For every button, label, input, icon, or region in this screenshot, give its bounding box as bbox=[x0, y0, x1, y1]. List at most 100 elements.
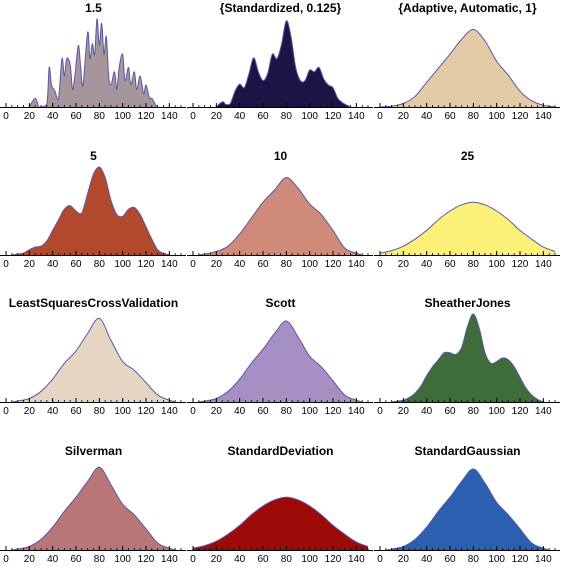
x-tick-label: 120 bbox=[512, 406, 529, 417]
density-curve bbox=[11, 466, 176, 550]
x-tick-label: 80 bbox=[468, 406, 480, 417]
x-tick-label: 40 bbox=[47, 406, 59, 417]
x-tick-label: 120 bbox=[138, 406, 155, 417]
x-tick-label: 100 bbox=[114, 259, 131, 270]
panel-title: {Adaptive, Automatic, 1} bbox=[398, 1, 537, 15]
x-tick-label: 140 bbox=[348, 111, 365, 122]
x-tick-label: 60 bbox=[257, 111, 269, 122]
x-tick-label: 120 bbox=[138, 554, 155, 565]
density-panel: StandardGaussian 0 20 40 60 80 100 120 140 bbox=[374, 443, 561, 585]
panel-title: StandardGaussian bbox=[414, 443, 521, 458]
x-tick-label: 0 bbox=[377, 406, 383, 417]
panel-title: Silverman bbox=[64, 443, 123, 458]
panel-title: 1.5 bbox=[85, 1, 102, 15]
density-plot: 0 20 40 60 80 100 120 140 bbox=[0, 165, 186, 270]
density-area bbox=[391, 313, 544, 402]
x-tick-label: 20 bbox=[24, 406, 36, 417]
x-tick-label: 60 bbox=[257, 406, 269, 417]
x-tick-label: 100 bbox=[301, 406, 318, 417]
density-panel: {Adaptive, Automatic, 1} 0 20 40 60 80 100 120 1… bbox=[374, 0, 561, 142]
density-panel: Scott 0 20 40 60 80 100 120 140 bbox=[187, 295, 374, 437]
density-area bbox=[11, 166, 170, 255]
x-tick-label: 140 bbox=[161, 111, 178, 122]
x-tick-label: 80 bbox=[281, 406, 293, 417]
x-tick-label: 140 bbox=[348, 554, 365, 565]
density-curve bbox=[11, 317, 176, 403]
x-tick-label: 120 bbox=[325, 406, 342, 417]
x-tick-label: 40 bbox=[421, 554, 433, 565]
density-area bbox=[198, 321, 363, 402]
x-tick-label: 80 bbox=[94, 406, 106, 417]
panel-title: 25 bbox=[460, 148, 475, 163]
x-tick-label: 100 bbox=[488, 406, 505, 417]
panel-title: LeastSquaresCrossValidation bbox=[8, 296, 179, 310]
x-tick-label: 40 bbox=[234, 259, 246, 270]
density-plot: 0 20 40 60 80 100 120 140 bbox=[374, 29, 560, 122]
density-plot: 0 20 40 60 80 100 120 140 bbox=[374, 468, 560, 565]
density-panel: LeastSquaresCrossValidation 0 20 40 60 80 100 1… bbox=[0, 295, 187, 437]
x-tick-label: 60 bbox=[444, 554, 456, 565]
x-tick-label: 60 bbox=[444, 259, 456, 270]
x-tick-label: 120 bbox=[138, 111, 155, 122]
panel-title: SheatherJones bbox=[424, 296, 511, 310]
density-plot: 0 20 40 60 80 100 120 140 bbox=[187, 496, 373, 565]
x-tick-label: 60 bbox=[70, 111, 82, 122]
x-tick-label: 80 bbox=[281, 111, 293, 122]
density-curve bbox=[198, 320, 363, 403]
x-tick-label: 40 bbox=[47, 259, 59, 270]
x-tick-label: 20 bbox=[211, 259, 223, 270]
density-area bbox=[11, 466, 176, 550]
density-area bbox=[193, 496, 368, 550]
x-tick-label: 140 bbox=[535, 111, 552, 122]
x-tick-label: 120 bbox=[512, 259, 529, 270]
x-tick-label: 20 bbox=[398, 111, 410, 122]
density-curve bbox=[11, 165, 170, 255]
density-panel: 25 0 20 40 60 80 100 120 140 bbox=[374, 148, 561, 290]
x-tick-label: 140 bbox=[535, 259, 552, 270]
x-tick-label: 140 bbox=[348, 406, 365, 417]
x-tick-label: 20 bbox=[211, 406, 223, 417]
x-tick-label: 60 bbox=[70, 554, 82, 565]
x-tick-label: 40 bbox=[234, 111, 246, 122]
x-tick-label: 140 bbox=[161, 259, 178, 270]
x-tick-label: 40 bbox=[47, 554, 59, 565]
density-panel: StandardDeviation 0 20 40 60 80 100 120 140 bbox=[187, 443, 374, 585]
x-tick-label: 80 bbox=[94, 111, 106, 122]
x-tick-label: 80 bbox=[468, 111, 480, 122]
x-tick-label: 40 bbox=[234, 406, 246, 417]
density-curve bbox=[215, 20, 351, 108]
x-tick-label: 0 bbox=[377, 259, 383, 270]
panel-title: 5 bbox=[90, 148, 97, 163]
x-tick-label: 100 bbox=[301, 259, 318, 270]
density-plot: 0 20 40 60 80 100 120 140 bbox=[374, 201, 560, 270]
x-tick-label: 40 bbox=[47, 111, 59, 122]
x-tick-label: 80 bbox=[468, 554, 480, 565]
x-tick-label: 20 bbox=[398, 554, 410, 565]
x-tick-label: 120 bbox=[325, 259, 342, 270]
x-tick-label: 20 bbox=[24, 259, 36, 270]
x-tick-label: 80 bbox=[468, 259, 480, 270]
x-tick-label: 140 bbox=[535, 406, 552, 417]
x-tick-label: 20 bbox=[211, 111, 223, 122]
x-tick-label: 100 bbox=[114, 111, 131, 122]
density-area bbox=[385, 468, 550, 550]
density-plot: 0 20 40 60 80 100 120 140 bbox=[187, 176, 373, 270]
x-tick-label: 80 bbox=[94, 554, 106, 565]
x-tick-label: 20 bbox=[398, 259, 410, 270]
x-tick-label: 100 bbox=[301, 111, 318, 122]
x-tick-label: 80 bbox=[281, 554, 293, 565]
x-tick-label: 120 bbox=[512, 111, 529, 122]
x-tick-label: 60 bbox=[444, 406, 456, 417]
density-area bbox=[198, 177, 363, 255]
density-panel: 5 0 20 40 60 80 100 120 140 bbox=[0, 148, 187, 290]
density-area bbox=[380, 29, 555, 107]
x-tick-label: 100 bbox=[301, 554, 318, 565]
x-tick-label: 100 bbox=[488, 554, 505, 565]
panel-title: StandardDeviation bbox=[227, 443, 334, 458]
x-tick-label: 140 bbox=[161, 554, 178, 565]
density-curve bbox=[379, 29, 556, 108]
x-tick-label: 40 bbox=[421, 406, 433, 417]
density-plot: 0 20 40 60 80 100 120 140 bbox=[187, 320, 373, 417]
density-plot: 0 20 40 60 80 100 120 140 bbox=[374, 313, 560, 417]
x-tick-label: 0 bbox=[377, 111, 383, 122]
